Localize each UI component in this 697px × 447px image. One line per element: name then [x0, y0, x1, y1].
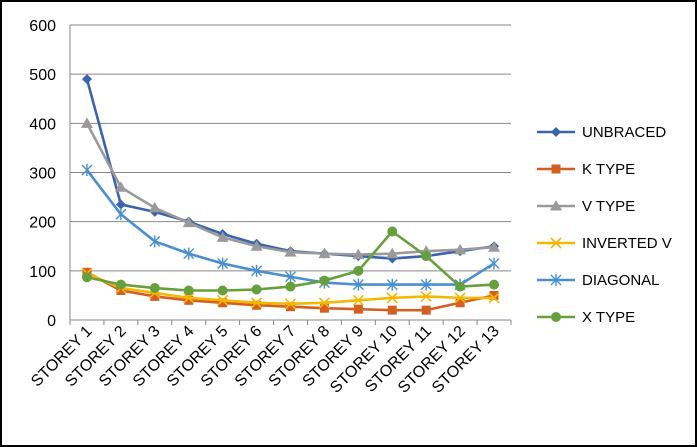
data-point-diagonal	[81, 164, 93, 177]
legend-item-diagonal: DIAGONAL	[537, 272, 660, 289]
data-point-diagonal	[251, 264, 263, 277]
data-point-k-type	[252, 300, 262, 310]
legend-item-v-type: V TYPE	[537, 198, 635, 215]
data-point-diagonal	[488, 257, 500, 270]
series-line-unbraced	[85, 78, 495, 260]
data-point-k-type	[455, 298, 465, 308]
data-point-v-type	[250, 240, 263, 251]
legend-item-k-type: K TYPE	[537, 161, 635, 178]
data-point-k-type	[421, 305, 431, 315]
data-point-x-type	[353, 265, 364, 276]
data-point-inverted-v	[420, 290, 432, 302]
data-point-diagonal	[386, 278, 398, 291]
data-point-k-type	[489, 290, 499, 300]
data-point-k-type	[319, 303, 329, 313]
data-point-v-type	[352, 248, 365, 260]
data-point-inverted-v	[352, 294, 364, 306]
data-point-v-type	[488, 241, 501, 252]
data-point-x-type	[387, 226, 398, 237]
series-k-type	[82, 267, 499, 315]
legend-marker	[551, 164, 561, 174]
data-point-x-type	[489, 279, 500, 290]
data-point-diagonal	[420, 278, 432, 291]
legend-marker	[550, 200, 562, 211]
data-point-k-type	[387, 305, 397, 315]
data-point-x-type	[81, 272, 92, 283]
data-point-x-type	[183, 285, 194, 296]
data-point-x-type	[251, 284, 262, 295]
data-point-x-type	[149, 283, 160, 294]
legend-item-x-type: X TYPE	[537, 309, 635, 326]
data-point-v-type	[182, 216, 195, 228]
data-point-k-type	[218, 298, 228, 308]
data-point-x-type	[285, 281, 296, 292]
data-point-v-type	[80, 117, 93, 128]
data-point-k-type	[286, 302, 295, 312]
data-point-x-type	[455, 281, 466, 292]
series-unbraced	[81, 74, 500, 264]
data-point-v-type	[216, 231, 229, 242]
legend-item-inverted-v: INVERTED V	[537, 235, 672, 252]
y-tick-label: 300	[29, 166, 56, 183]
legend-marker	[550, 237, 562, 249]
data-point-k-type	[353, 304, 363, 314]
legend-label: V TYPE	[582, 198, 635, 215]
series-line-diagonal	[85, 169, 495, 286]
legend: UNBRACED K TYPE V TYPE INVERTED V DIAGONAL X …	[537, 124, 672, 326]
legend-marker	[551, 312, 561, 322]
data-point-diagonal	[285, 270, 296, 283]
data-point-inverted-v	[488, 292, 500, 304]
data-point-v-type	[386, 247, 399, 259]
data-point-diagonal	[115, 208, 127, 221]
data-point-inverted-v	[318, 297, 330, 309]
legend-label: DIAGONAL	[582, 272, 660, 289]
data-point-v-type	[454, 243, 467, 255]
data-point-inverted-v	[217, 294, 229, 306]
y-tick-label: 400	[29, 116, 56, 133]
y-tick-label: 200	[29, 215, 56, 232]
data-point-v-type	[284, 246, 297, 257]
data-point-inverted-v	[183, 292, 195, 304]
series-x-type	[81, 226, 500, 296]
data-point-diagonal	[352, 278, 364, 291]
legend-marker	[551, 127, 561, 137]
series-diagonal	[81, 164, 500, 291]
data-point-k-type	[116, 286, 126, 295]
y-tick-label: 0	[47, 313, 56, 330]
legend-marker	[550, 274, 562, 286]
data-point-diagonal	[217, 257, 229, 270]
legend-item-unbraced: UNBRACED	[537, 124, 666, 141]
data-point-x-type	[217, 285, 228, 296]
data-point-diagonal	[183, 247, 195, 260]
y-tick-label: 100	[29, 264, 56, 281]
data-point-x-type	[319, 275, 330, 286]
legend-label: X TYPE	[582, 309, 635, 326]
grid-lines	[70, 24, 511, 321]
data-point-k-type	[150, 291, 160, 301]
legend-label: INVERTED V	[582, 235, 672, 252]
legend-label: UNBRACED	[582, 124, 666, 141]
y-axis: 0 100 200 300 400 500 600	[29, 18, 71, 330]
data-point-x-type	[421, 251, 432, 262]
data-point-inverted-v	[386, 292, 398, 304]
data-point-v-type	[318, 247, 331, 259]
y-tick-label: 500	[29, 67, 56, 84]
legend-label: K TYPE	[582, 161, 635, 178]
data-point-inverted-v	[284, 298, 297, 310]
plot-area	[80, 74, 501, 315]
data-point-v-type	[114, 181, 127, 192]
y-tick-label: 600	[29, 18, 56, 35]
data-point-k-type	[184, 295, 194, 305]
data-point-v-type	[148, 201, 161, 213]
data-point-unbraced	[115, 199, 126, 210]
data-point-inverted-v	[454, 292, 466, 304]
data-point-x-type	[115, 279, 126, 290]
series-v-type	[80, 117, 501, 260]
data-point-diagonal	[149, 235, 161, 248]
data-point-inverted-v	[251, 297, 263, 309]
data-point-unbraced	[81, 74, 92, 85]
